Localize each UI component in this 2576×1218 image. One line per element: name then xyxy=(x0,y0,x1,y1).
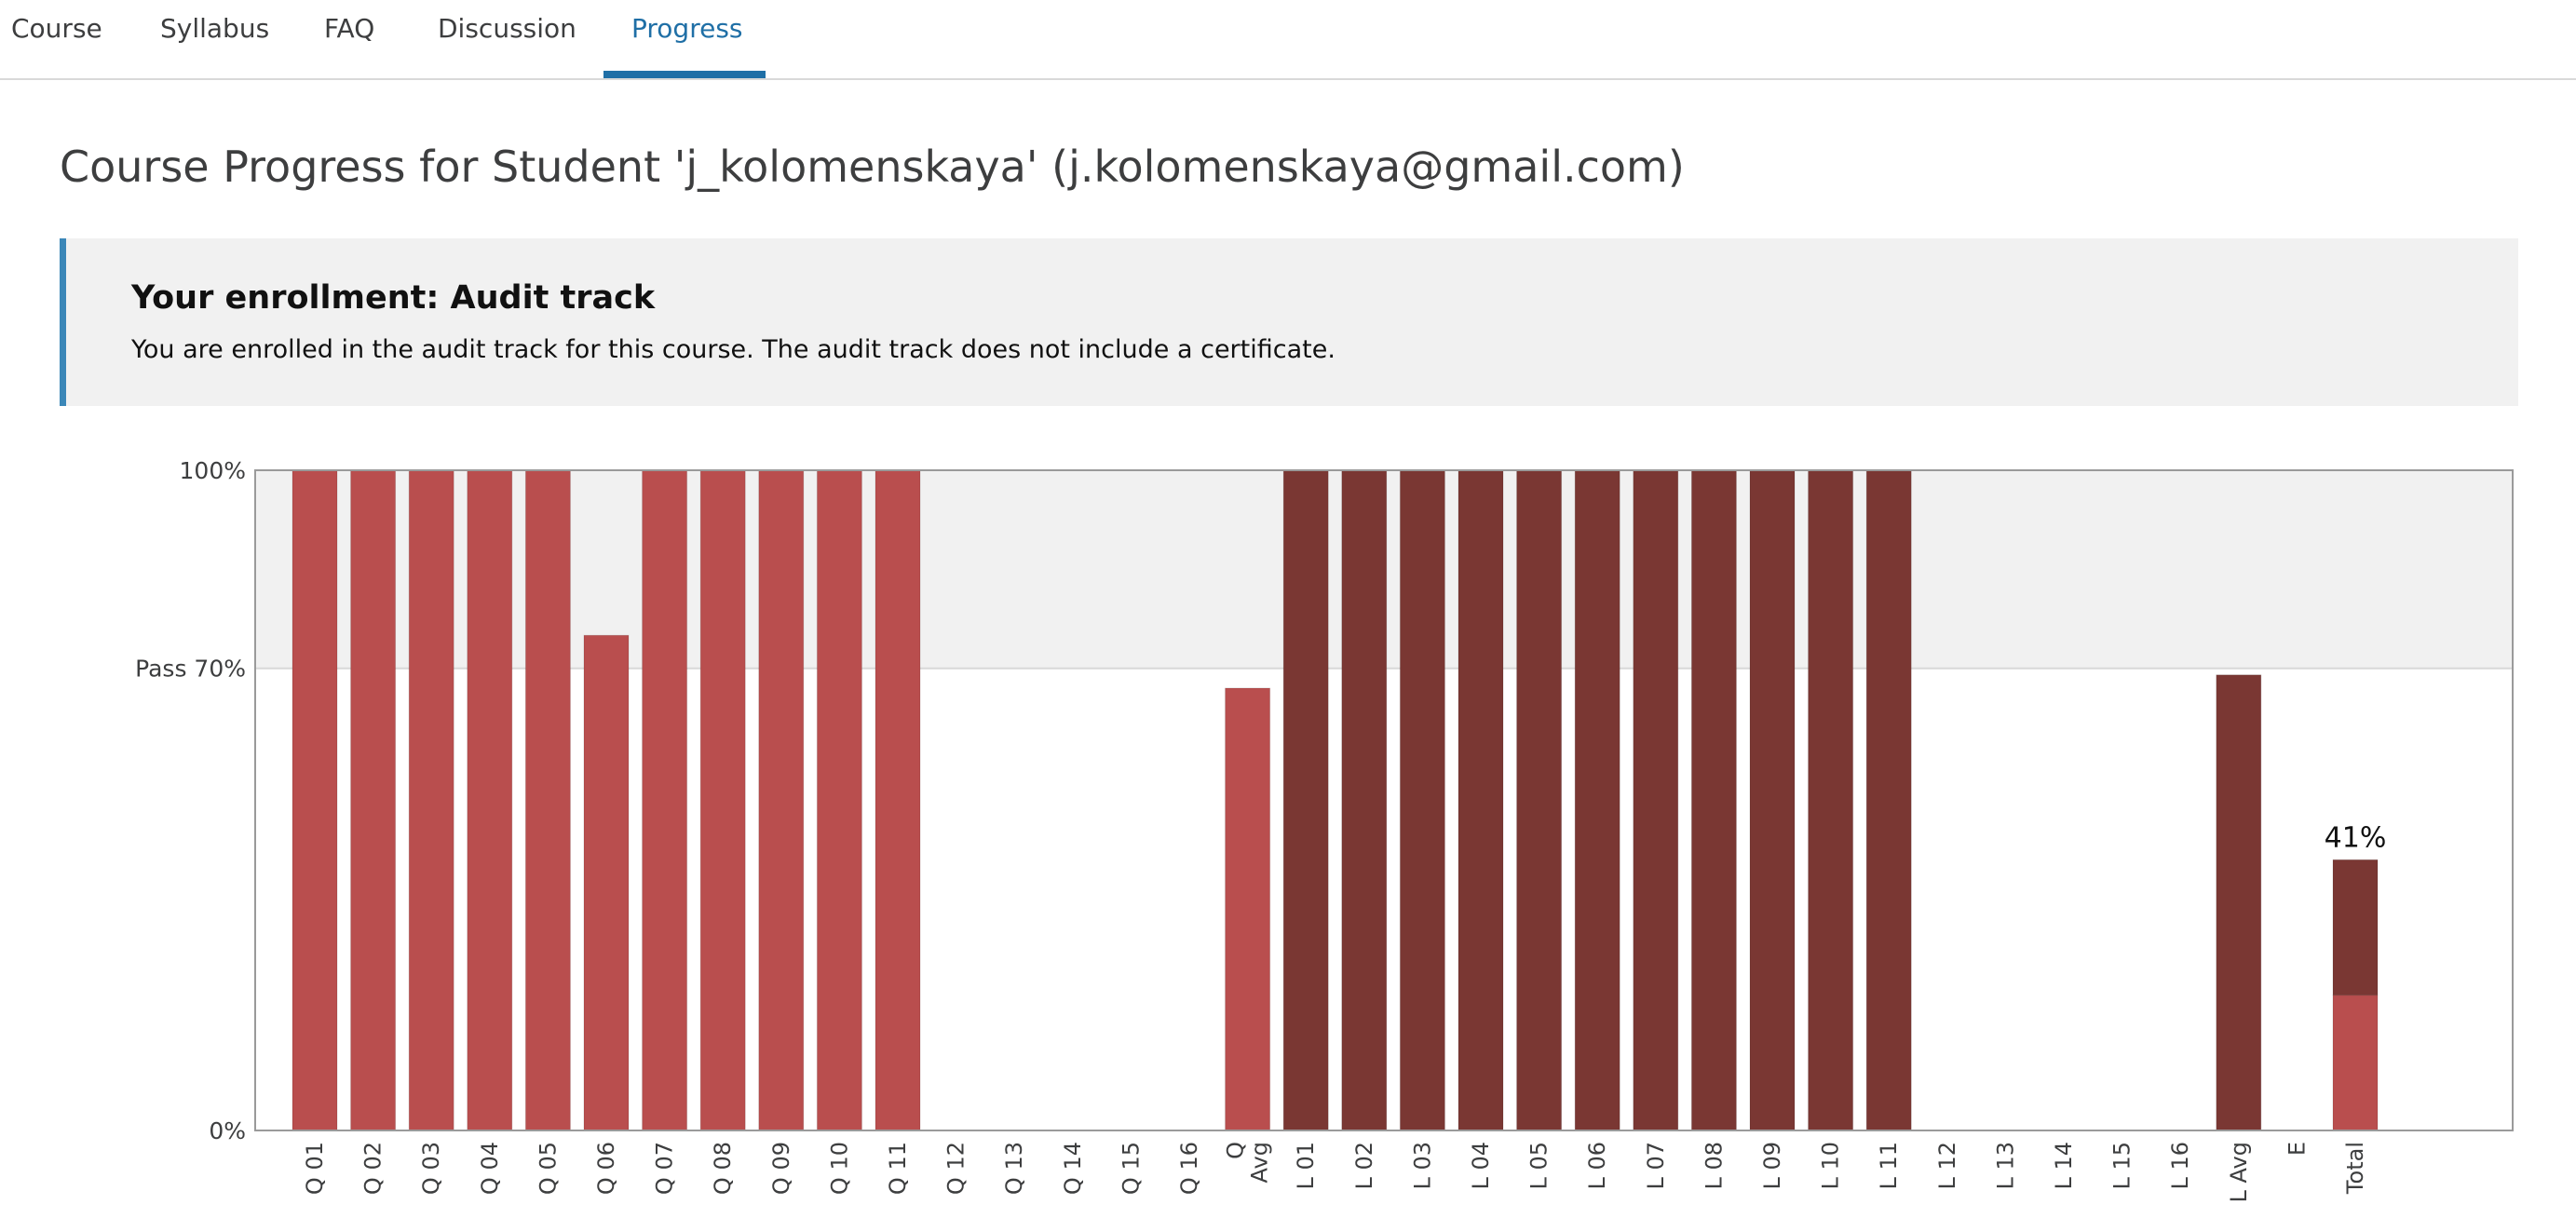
tab-discussion[interactable]: Discussion xyxy=(438,13,576,44)
x-tick-label: Q 01 xyxy=(302,1142,328,1195)
x-tick-label: Q 09 xyxy=(768,1142,794,1195)
x-tick-label: Q 15 xyxy=(1118,1142,1144,1195)
enrollment-heading: Your enrollment: Audit track xyxy=(131,279,656,317)
x-tick-label: L 06 xyxy=(1584,1142,1610,1190)
x-tick-label: Q 03 xyxy=(418,1142,444,1195)
x-tick-label: Q 04 xyxy=(477,1142,503,1195)
plot-border xyxy=(254,469,2514,1131)
course-nav: Course Syllabus FAQ Discussion Progress xyxy=(0,0,2576,80)
x-tick-label: L 01 xyxy=(1293,1142,1319,1190)
bar-q-08 xyxy=(699,469,746,1131)
enrollment-text: You are enrolled in the audit track for … xyxy=(131,335,1335,364)
bar-l-09 xyxy=(1749,469,1796,1131)
x-tick-label: E xyxy=(2284,1142,2310,1156)
x-tick-label: Q 13 xyxy=(1001,1142,1027,1195)
bar-l-06 xyxy=(1574,469,1620,1131)
y-tick-label: 100% xyxy=(180,457,246,484)
tab-course[interactable]: Course xyxy=(11,13,102,44)
active-tab-indicator xyxy=(603,71,766,78)
x-tick-label: QAvg xyxy=(1223,1142,1273,1183)
bar-l-01 xyxy=(1282,469,1329,1131)
grade-chart: 0% Pass 70% 100% Q 01 Q 02 Q 03 Q 04 Q 05 Q 06 Q … xyxy=(135,457,2514,1202)
bar-l-03 xyxy=(1399,469,1445,1131)
x-tick-label: Q 14 xyxy=(1060,1142,1086,1195)
y-tick-label: Pass 70% xyxy=(135,656,246,683)
x-tick-label: Total xyxy=(2342,1142,2368,1195)
x-tick-label: L 08 xyxy=(1701,1142,1727,1190)
tab-faq[interactable]: FAQ xyxy=(324,13,375,44)
bar-l-10 xyxy=(1808,469,1854,1131)
x-tick-label: Q 10 xyxy=(826,1142,852,1195)
x-tick-label: L 11 xyxy=(1876,1142,1902,1190)
x-tick-label: Q 12 xyxy=(943,1142,969,1195)
bar-q-06 xyxy=(583,634,630,1131)
x-tick-label: L 09 xyxy=(1759,1142,1785,1190)
x-tick-label: Q 05 xyxy=(535,1142,561,1195)
bar-q-07 xyxy=(642,469,688,1131)
x-tick-label: Q 08 xyxy=(710,1142,736,1195)
x-tick-label: L 16 xyxy=(2167,1142,2193,1190)
bar-total-segment-quiz xyxy=(2332,995,2379,1131)
enrollment-message: Your enrollment: Audit track You are enr… xyxy=(60,238,2518,406)
x-tick-label: Q 16 xyxy=(1176,1142,1202,1195)
x-tick-label: L 02 xyxy=(1351,1142,1377,1190)
bar-l-avg xyxy=(2216,674,2262,1131)
x-tick-label: Q 07 xyxy=(652,1142,678,1195)
x-tick-label: Q 11 xyxy=(885,1142,911,1195)
bar-l-11 xyxy=(1865,469,1912,1131)
bar-q-02 xyxy=(350,469,397,1131)
bar-l-04 xyxy=(1457,469,1504,1131)
x-tick-label: L 04 xyxy=(1468,1142,1494,1190)
bar-q-11 xyxy=(874,469,921,1131)
x-tick-label: Q 06 xyxy=(593,1142,619,1195)
bar-l-07 xyxy=(1633,469,1679,1131)
bar-q-04 xyxy=(467,469,513,1131)
bar-l-05 xyxy=(1516,469,1563,1131)
x-tick-label: L Avg xyxy=(2226,1142,2252,1202)
x-tick-label: L 05 xyxy=(1526,1142,1552,1190)
x-tick-label: L 10 xyxy=(1818,1142,1844,1190)
bar-total-segment-lab xyxy=(2332,859,2379,996)
bar-q-03 xyxy=(408,469,454,1131)
bar-q-09 xyxy=(758,469,805,1131)
bar-q-avg xyxy=(1225,687,1271,1131)
x-tick-label: L 14 xyxy=(2051,1142,2077,1190)
bar-q-05 xyxy=(524,469,571,1131)
x-tick-label: L 13 xyxy=(1992,1142,2018,1190)
page-title: Course Progress for Student 'j_kolomensk… xyxy=(60,142,1685,192)
tab-progress[interactable]: Progress xyxy=(631,13,743,44)
y-tick-label: 0% xyxy=(209,1117,246,1144)
x-tick-label: Q 02 xyxy=(360,1142,386,1195)
tab-syllabus[interactable]: Syllabus xyxy=(160,13,270,44)
total-value-label: 41% xyxy=(2325,821,2387,854)
bar-l-02 xyxy=(1341,469,1388,1131)
x-tick-label: L 03 xyxy=(1409,1142,1435,1190)
bar-q-10 xyxy=(816,469,862,1131)
x-tick-label: L 12 xyxy=(1934,1142,1960,1190)
x-tick-label: L 07 xyxy=(1643,1142,1669,1190)
bar-q-01 xyxy=(291,469,338,1131)
x-tick-label: L 15 xyxy=(2109,1142,2135,1190)
bar-l-08 xyxy=(1690,469,1737,1131)
